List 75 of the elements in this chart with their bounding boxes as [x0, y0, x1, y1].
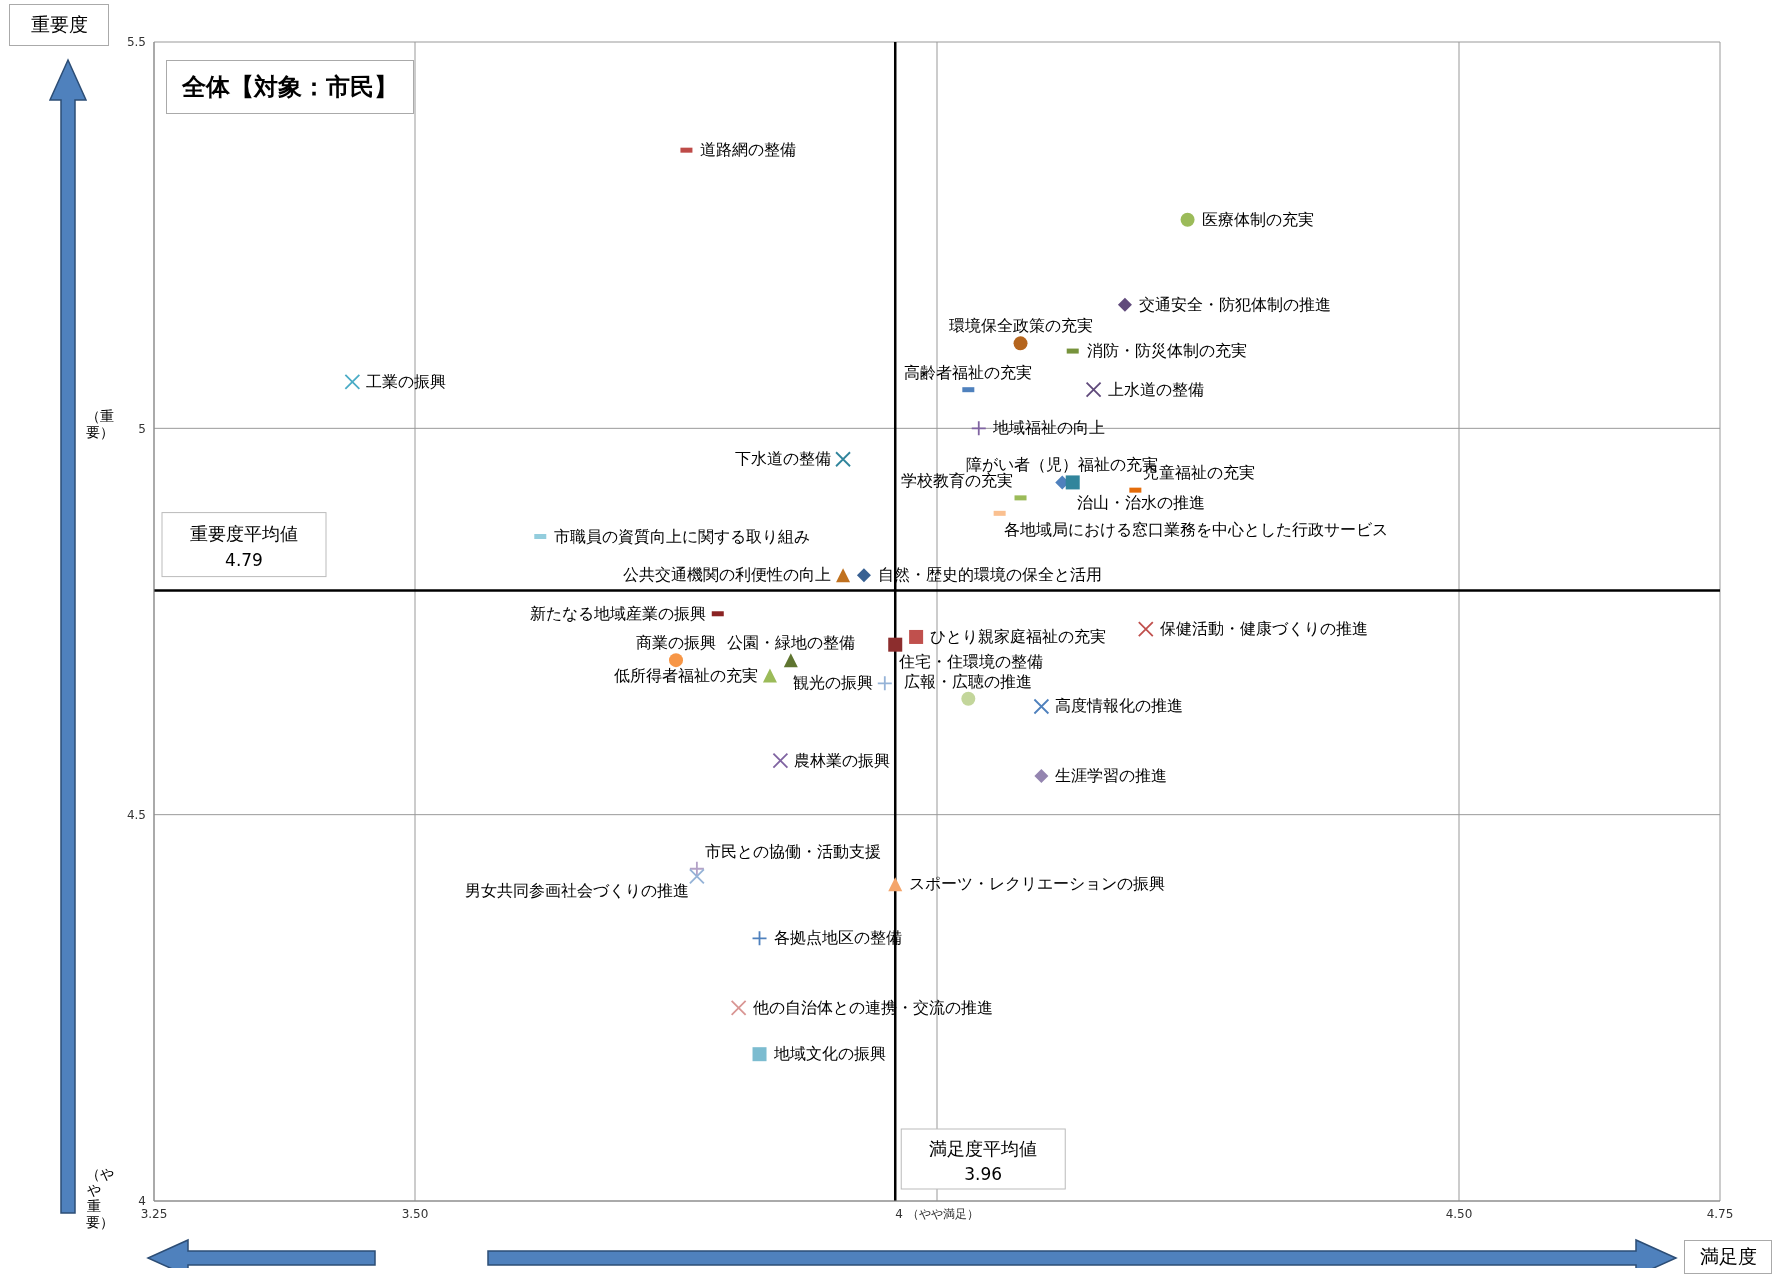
series-label: 新たなる地域産業の振興 [529, 604, 706, 623]
point [1013, 336, 1028, 351]
series-label: 観光の振興 [792, 674, 873, 693]
text: （重要） [86, 408, 114, 440]
series-label: 高齢者福祉の充実 [904, 363, 1033, 382]
series-label: 道路網の整備 [700, 141, 797, 160]
series-label: 医療体制の充実 [1201, 210, 1314, 229]
series-label: スポーツ・レクリエーションの振興 [909, 875, 1166, 894]
point [1065, 475, 1080, 490]
series-label: 環境保全政策の充実 [948, 317, 1093, 336]
text: （やや重要） [86, 1166, 114, 1230]
text: 全体【対象：市民】 [166, 60, 414, 114]
point [1180, 212, 1195, 227]
point [688, 860, 705, 877]
series-label: 各地域局における窓口業務を中心とした行政サービス [1003, 521, 1388, 540]
y-axis-title: 重要度 [9, 4, 109, 46]
series-label: 地域福祉の向上 [991, 419, 1105, 438]
x-axis-title: 満足度 [1684, 1240, 1772, 1274]
x-tick-label: 4 （やや満足） [895, 1206, 979, 1221]
series-label: 自然・歴史的環境の保全と活用 [877, 566, 1102, 585]
point [688, 868, 705, 885]
point [835, 451, 851, 468]
point [752, 1047, 767, 1062]
point [344, 374, 361, 390]
series-label: 住宅・住環境の整備 [898, 652, 1044, 671]
series-label: 公共交通機関の利便性の向上 [623, 566, 832, 585]
ref-line-label: 満足度平均値 3.96 [929, 1138, 1038, 1184]
point [751, 930, 768, 947]
series-label: 消防・防災体制の充実 [1086, 342, 1247, 361]
point [856, 568, 871, 583]
point [909, 629, 924, 644]
point [669, 653, 683, 668]
series-label: 公園・緑地の整備 [726, 634, 855, 653]
series-label: 上水道の整備 [1107, 380, 1204, 399]
series-label: 農林業の振興 [794, 751, 891, 770]
x-tick-label: 3.50 [401, 1206, 429, 1221]
point [836, 568, 851, 583]
series-label: 高度情報化の推進 [1055, 697, 1184, 716]
x-tick-label: 4.50 [1445, 1206, 1473, 1221]
series-label: 治山・治水の推進 [1076, 494, 1205, 513]
point [1034, 769, 1049, 784]
y-tick-label: 4.5 [126, 807, 146, 822]
ref-line-label: 重要度平均値 4.79 [190, 522, 298, 570]
series-label: 下水道の整備 [735, 450, 832, 469]
point [888, 877, 903, 892]
series-label: 商業の振興 [636, 634, 716, 653]
x-tick-label: 4.75 [1706, 1206, 1734, 1221]
point [1033, 698, 1050, 715]
series-label: 男女共同参画社会づくりの推進 [464, 882, 689, 901]
point [888, 637, 903, 652]
x-tick-label: 3.25 [140, 1206, 168, 1221]
y-tick-label: 5 [138, 421, 146, 436]
y-tick-label: 5.5 [126, 35, 146, 50]
point [1137, 621, 1154, 638]
point [1085, 381, 1102, 398]
point [762, 668, 777, 683]
series-label: 交通安全・防犯体制の推進 [1138, 295, 1331, 314]
point [730, 999, 747, 1016]
series-label: 地域文化の振興 [772, 1045, 886, 1064]
point [772, 752, 789, 769]
series-label: 市職員の資質向上に関する取り組み [554, 527, 811, 546]
y-tick-label: 4 [138, 1194, 146, 1209]
series-label: 低所得者福祉の充実 [613, 666, 758, 685]
point [876, 675, 893, 692]
point [1117, 297, 1132, 312]
series-label: 市民との協働・活動支援 [704, 842, 881, 861]
point [970, 420, 987, 437]
series-label: ひとり親家庭福祉の充実 [930, 627, 1107, 646]
series-label: 保健活動・健康づくりの推進 [1159, 620, 1368, 639]
series-label: 工業の振興 [366, 372, 447, 391]
point [783, 653, 798, 668]
series-label: 学校教育の充実 [900, 471, 1013, 490]
series-label: 生涯学習の推進 [1055, 767, 1168, 786]
series-label: 広報・広聴の推進 [904, 672, 1033, 691]
point [961, 691, 976, 706]
